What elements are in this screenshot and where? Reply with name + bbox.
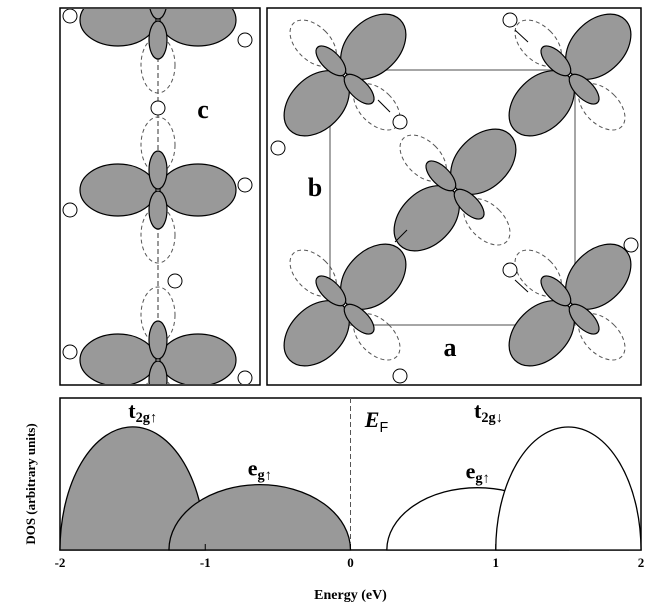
panel-ab: b a [266,7,642,386]
label-sub: F [379,420,388,436]
band [495,426,642,551]
x-tick-label: -2 [55,555,66,570]
band-label: t2g↑ [128,398,157,426]
x-axis-label: Energy (eV) [314,588,387,603]
label-sub: 2g↑ [136,410,157,426]
label-sub: g↑ [475,471,489,487]
label-base: t [128,398,136,423]
label-sub: 2g↓ [481,410,502,426]
label-base: e [248,456,258,481]
label-base: e [466,459,476,484]
band-label: eg↑ [248,456,272,484]
panel-label: b [308,173,322,202]
band-label: EF [364,407,389,436]
x-tick-label: 1 [493,555,500,570]
label-base: E [364,407,380,432]
panel-c: c [59,7,261,386]
band-label: eg↑ [466,459,490,487]
x-tick-label: -1 [200,555,211,570]
panel-label: a [444,333,457,362]
label-base: t [474,398,482,423]
panel-label: c [197,95,209,124]
x-tick-label: 0 [347,555,354,570]
x-tick-label: 2 [638,555,645,570]
band [168,484,352,551]
band-label: t2g↓ [474,398,503,426]
label-sub: g↑ [257,468,271,484]
y-axis-label: DOS (arbitrary units) [23,423,38,544]
